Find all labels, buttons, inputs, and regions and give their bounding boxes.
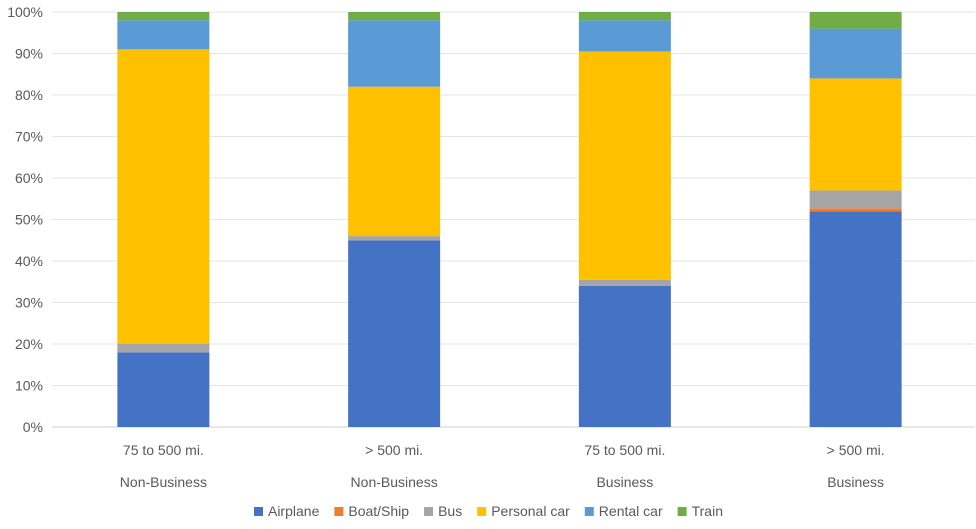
legend: Airplane Boat/Ship Bus Personal car Rental c… [253, 503, 723, 519]
bar-segment-personal-car [117, 49, 210, 344]
x-category-label: 75 to 500 mi. [123, 442, 204, 458]
legend-item: Personal car [477, 503, 570, 519]
bar-segment-boat-ship [809, 208, 902, 212]
legend-swatch [253, 507, 263, 516]
y-tick-label: 20% [15, 336, 43, 352]
x-category-label: > 500 mi. [827, 442, 885, 458]
x-group-label: Non-Business [351, 474, 438, 490]
bar-segment-bus [348, 236, 441, 241]
legend-item: Train [677, 503, 723, 519]
y-tick-label: 60% [15, 170, 43, 186]
legend-swatch [334, 507, 344, 516]
x-category-label: 75 to 500 mi. [584, 442, 665, 458]
x-category-label: > 500 mi. [365, 442, 423, 458]
bar-segment-train [809, 12, 902, 29]
y-tick-label: 0% [23, 419, 43, 435]
bar-segment-rental-car [117, 20, 210, 50]
bar-segment-bus [117, 344, 210, 353]
bars [117, 12, 902, 427]
legend-label: Train [692, 503, 723, 519]
y-tick-label: 70% [15, 129, 43, 145]
y-tick-label: 80% [15, 87, 43, 103]
legend-swatch [424, 507, 434, 516]
legend-label: Boat/Ship [348, 503, 409, 519]
bar-segment-personal-car [578, 51, 671, 280]
y-axis: 0% 10% 20% 30% 40% 50% 60% 70% 80% 90% 100% [7, 4, 43, 435]
legend-item: Rental car [584, 503, 663, 519]
x-axis: 75 to 500 mi. Non-Business > 500 mi. Non-Bu… [120, 442, 885, 490]
legend-swatch [584, 507, 594, 516]
bar-segment-rental-car [809, 28, 902, 79]
y-tick-label: 30% [15, 295, 43, 311]
bar-segment-personal-car [809, 78, 902, 191]
legend-label: Bus [438, 503, 462, 519]
bar-segment-rental-car [348, 20, 441, 87]
bar-segment-rental-car [578, 20, 671, 52]
x-group-label: Non-Business [120, 474, 207, 490]
legend-label: Rental car [599, 503, 663, 519]
y-tick-label: 40% [15, 253, 43, 269]
y-tick-label: 50% [15, 212, 43, 228]
legend-label: Airplane [268, 503, 320, 519]
legend-item: Bus [424, 503, 462, 519]
y-tick-label: 100% [7, 4, 43, 20]
x-group-label: Business [596, 474, 653, 490]
legend-swatch [677, 507, 687, 516]
bar-segment-airplane [809, 211, 902, 427]
bar-segment-airplane [578, 285, 671, 427]
y-tick-label: 90% [15, 46, 43, 62]
x-group-label: Business [827, 474, 884, 490]
bar-segment-bus [578, 279, 671, 286]
bar-segment-personal-car [348, 86, 441, 237]
legend-label: Personal car [491, 503, 570, 519]
y-tick-label: 10% [15, 378, 43, 394]
bar-segment-airplane [348, 240, 441, 427]
bar-segment-train [348, 12, 441, 21]
legend-item: Airplane [253, 503, 320, 519]
bar-segment-train [117, 12, 210, 21]
legend-item: Boat/Ship [334, 503, 409, 519]
bar-segment-bus [809, 190, 902, 209]
legend-swatch [477, 507, 487, 516]
bar-segment-train [578, 12, 671, 21]
bar-segment-airplane [117, 352, 210, 427]
